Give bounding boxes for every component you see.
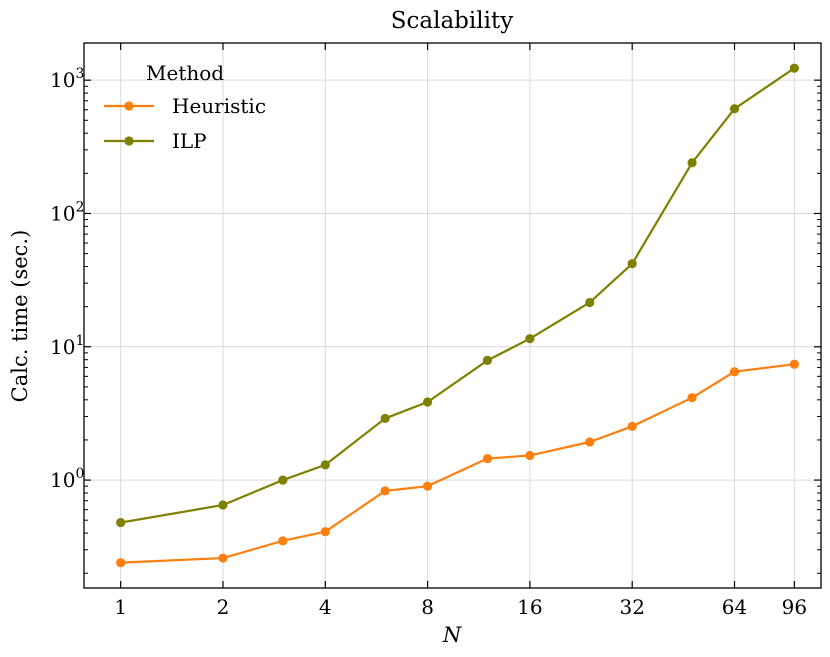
plot-frame	[83, 42, 822, 589]
x-tick-label: 16	[517, 595, 542, 619]
legend-label: ILP	[172, 129, 207, 153]
y-tick-base: 10	[50, 468, 75, 492]
legend-item-ilp: ILP	[104, 129, 207, 153]
legend: Method Heuristic ILP	[104, 61, 266, 153]
legend-swatch-marker	[124, 101, 134, 111]
series-heuristic	[116, 359, 799, 568]
data-point	[627, 259, 637, 269]
data-point	[585, 297, 595, 308]
data-point	[278, 536, 288, 546]
grid	[84, 43, 821, 588]
data-point	[320, 460, 330, 470]
x-axis-label: N	[442, 623, 462, 647]
x-tick-label: 32	[619, 595, 644, 619]
data-point	[380, 413, 390, 424]
data-point	[729, 367, 740, 377]
y-tick-base: 10	[50, 68, 75, 92]
y-tick-exponent: 0	[75, 466, 84, 482]
y-tick-label: 103	[50, 66, 84, 92]
data-point	[218, 500, 228, 510]
y-tick-exponent: 1	[75, 333, 84, 349]
chart-title: Scalability	[391, 8, 513, 34]
x-tick-label: 64	[722, 595, 747, 619]
legend-title: Method	[146, 61, 224, 85]
y-axis-label: Calc. time (sec.)	[8, 230, 32, 403]
data-point	[116, 558, 126, 568]
x-tick-label: 96	[782, 595, 807, 619]
data-point	[422, 481, 433, 491]
data-point	[422, 397, 433, 407]
data-point	[687, 393, 697, 403]
data-point	[482, 355, 493, 366]
y-tick-label: 101	[50, 333, 84, 359]
legend-label: Heuristic	[172, 94, 266, 118]
y-tick-exponent: 2	[75, 199, 84, 215]
x-tick-label: 8	[421, 595, 434, 619]
data-point	[116, 517, 126, 528]
x-tick-label: 1	[114, 595, 127, 619]
legend-swatch-marker	[124, 136, 134, 146]
data-point	[627, 421, 637, 431]
data-point	[380, 486, 390, 496]
y-tick-base: 10	[50, 201, 75, 225]
series-line-ilp	[120, 67, 795, 524]
data-point	[789, 63, 799, 73]
legend-item-heuristic: Heuristic	[104, 94, 266, 118]
data-point	[525, 450, 535, 461]
y-tick-label: 102	[50, 199, 84, 225]
data-point	[687, 158, 697, 168]
x-tick-label: 4	[319, 595, 332, 619]
ticks	[84, 43, 821, 588]
data-point	[218, 553, 228, 563]
series-layer	[116, 63, 799, 568]
data-point	[789, 359, 799, 369]
data-point	[525, 334, 535, 344]
data-point	[278, 475, 288, 485]
data-point	[320, 527, 330, 537]
y-tick-base: 10	[50, 335, 75, 359]
y-tick-label: 100	[50, 466, 84, 492]
x-tick-label: 2	[217, 595, 230, 619]
data-point	[729, 104, 740, 114]
y-tick-exponent: 3	[75, 66, 84, 82]
data-point	[585, 437, 595, 447]
series-ilp	[116, 63, 799, 528]
data-point	[482, 453, 493, 464]
